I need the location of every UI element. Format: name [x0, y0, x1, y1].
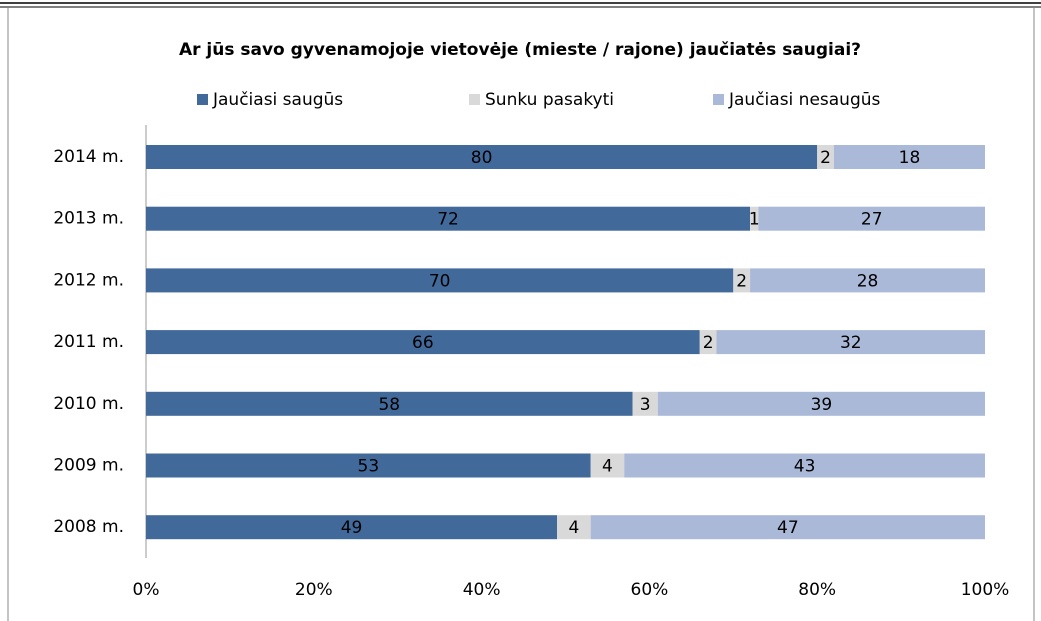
data-label: 72: [437, 210, 459, 230]
legend-label: Jaučiasi nesaugūs: [728, 90, 881, 110]
legend-swatch: [197, 94, 208, 105]
data-label: 66: [412, 333, 434, 353]
data-label: 4: [568, 518, 579, 538]
data-label: 70: [429, 271, 451, 291]
bar-segment: [758, 206, 985, 231]
legend-swatch: [713, 94, 724, 105]
x-tick-label: 40%: [463, 580, 501, 600]
y-tick-label: 2012 m.: [53, 270, 124, 290]
bar-segment: [699, 330, 717, 355]
bar-segment: [733, 268, 751, 293]
data-label: 43: [794, 457, 816, 477]
data-label: 28: [857, 271, 879, 291]
bar-segment: [590, 453, 625, 478]
x-tick-label: 80%: [798, 580, 836, 600]
bar-segment: [146, 515, 558, 540]
data-label: 80: [471, 148, 493, 168]
data-label: 4: [602, 457, 613, 477]
bar-segment: [557, 515, 591, 540]
data-label: 49: [341, 518, 363, 538]
data-label: 2: [820, 148, 831, 168]
data-label: 18: [899, 148, 921, 168]
y-tick-label: 2008 m.: [53, 517, 124, 537]
bar-segment: [657, 391, 985, 416]
data-label: 27: [861, 210, 883, 230]
bar-segment: [146, 145, 818, 169]
data-label: 47: [777, 518, 799, 538]
legend-label: Jaučiasi saugūs: [212, 90, 343, 110]
y-tick-label: 2010 m.: [53, 394, 124, 414]
bar-segment: [146, 330, 700, 355]
data-label: 58: [378, 395, 400, 415]
data-label: 2: [703, 333, 714, 353]
y-tick-label: 2011 m.: [53, 332, 124, 352]
x-tick-label: 0%: [133, 580, 160, 600]
y-tick-label: 2014 m.: [53, 147, 124, 167]
x-tick-label: 20%: [295, 580, 333, 600]
bar-segment: [624, 453, 985, 478]
data-label: 53: [358, 457, 380, 477]
x-tick-label: 100%: [961, 580, 1010, 600]
bar-segment: [716, 330, 985, 355]
data-label: 1: [749, 210, 760, 230]
data-label: 3: [640, 395, 651, 415]
bar-segment: [146, 453, 591, 478]
chart-title: Ar jūs savo gyvenamojoje vietovėje (mies…: [179, 40, 861, 60]
bar-segment: [817, 145, 834, 169]
data-label: 2: [736, 271, 747, 291]
legend-swatch: [469, 94, 480, 105]
bar-segment: [750, 268, 985, 293]
bar-segment: [833, 145, 985, 169]
bar-segment: [750, 206, 759, 231]
bar-segment: [146, 391, 633, 416]
bar-segment: [590, 515, 985, 540]
bar-segment: [146, 206, 751, 231]
y-tick-label: 2013 m.: [53, 209, 124, 229]
bar-segment: [146, 268, 734, 293]
bar-segment: [632, 391, 658, 416]
x-tick-label: 60%: [631, 580, 669, 600]
legend-label: Sunku pasakyti: [485, 90, 614, 110]
y-tick-label: 2009 m.: [53, 456, 124, 476]
data-label: 32: [840, 333, 862, 353]
data-label: 39: [811, 395, 833, 415]
